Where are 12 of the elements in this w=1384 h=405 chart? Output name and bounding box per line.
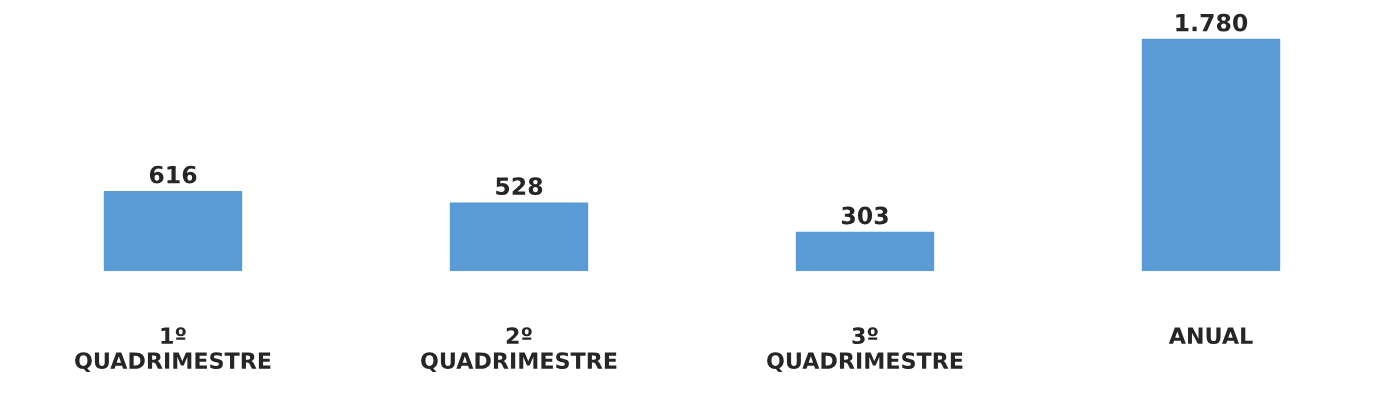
data-label: 1.780 (1176, 13, 1248, 32)
x-tick-label: 3º QUADRIMESTRE (767, 327, 963, 372)
bar (795, 231, 935, 272)
bar (449, 202, 589, 272)
x-tick-label: 1º QUADRIMESTRE (75, 327, 271, 372)
bar (1141, 38, 1281, 272)
data-label: 616 (149, 165, 197, 184)
x-tick-label: 2º QUADRIMESTRE (421, 327, 617, 372)
bar (103, 190, 243, 272)
data-label: 303 (841, 206, 888, 225)
data-label: 528 (496, 177, 543, 196)
x-tick-label: ANUAL (1168, 327, 1253, 345)
